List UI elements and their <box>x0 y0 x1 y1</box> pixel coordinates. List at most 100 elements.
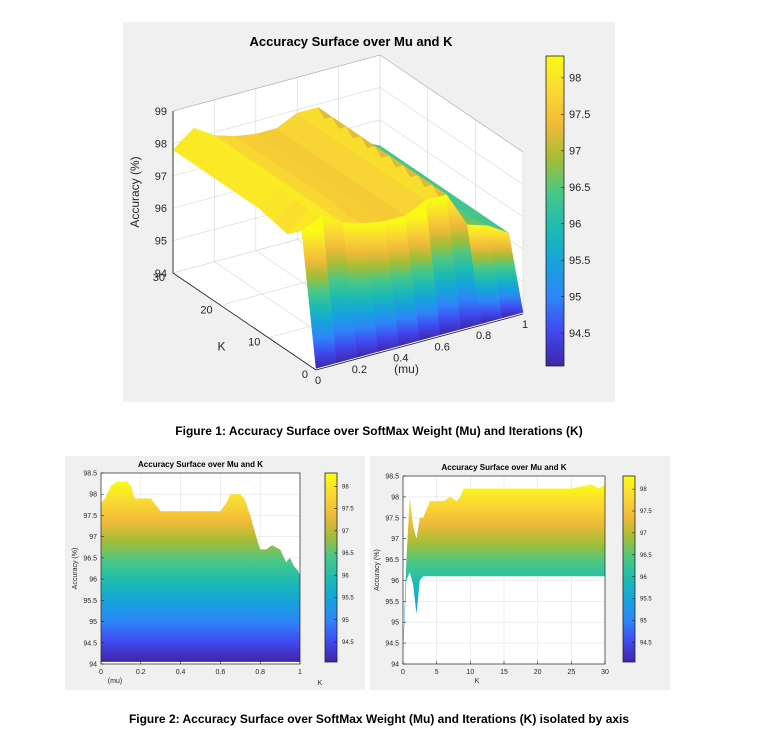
k-area <box>403 484 605 652</box>
k-x-tick-label: 15 <box>500 669 508 676</box>
k-chart-title: Accuracy Surface over Mu and K <box>442 463 567 472</box>
figure2-caption: Figure 2: Accuracy Surface over SoftMax … <box>128 712 630 726</box>
mu-area <box>101 481 300 662</box>
mu-y-tick-label: 98 <box>89 492 97 499</box>
mu-x-tick-label: 0 <box>99 669 103 676</box>
k-y-tick-label: 98.5 <box>385 474 399 481</box>
mu-chart-title: Accuracy Surface over Mu and K <box>138 460 263 469</box>
k-colorbar-label: 97.5 <box>640 509 652 515</box>
k-colorbar-label: 97 <box>640 531 647 537</box>
k-colorbar-label: 96.5 <box>640 553 652 559</box>
mu-y-axis-label: Accuracy (%) <box>72 548 79 590</box>
k-colorbar-label: 94.5 <box>640 640 652 646</box>
mu-y-tick-label: 95 <box>89 619 97 626</box>
x-axis-line <box>315 313 524 371</box>
mu-colorbar-label: 95.5 <box>342 596 354 602</box>
z-tick-label: 95 <box>155 236 167 248</box>
figure2-left-panel: 94 94.5 95 95.5 96 96.5 97 97.5 98 98.5 0 0.2 0.4 0.6… <box>65 456 365 690</box>
y-axis-label: K <box>217 340 225 354</box>
mu-colorbar-label: 96 <box>342 573 349 579</box>
mu-y-tick-label: 98.5 <box>83 471 97 478</box>
k-y-tick-label: 94 <box>391 662 399 669</box>
y-tick-label: 20 <box>200 304 212 316</box>
k-y-tick-label: 94.5 <box>385 641 399 648</box>
mu-colorbar-label: 98 <box>342 484 349 490</box>
z-tick-label: 94 <box>155 268 167 280</box>
figure1-caption: Figure 1: Accuracy Surface over SoftMax … <box>175 424 583 438</box>
k-x-tick-label: 10 <box>466 669 474 676</box>
k-colorbar-label: 96 <box>640 575 647 581</box>
y-tick-label: 10 <box>248 337 260 349</box>
mu-colorbar-label: 97.5 <box>342 507 354 513</box>
mu-x-tick-label: 0.4 <box>176 669 186 676</box>
mu-y-tick-label: 95.5 <box>83 598 97 605</box>
mu-x-tick-label: 0.8 <box>255 669 265 676</box>
k-x-tick-label: 0 <box>401 669 405 676</box>
box-edge <box>172 54 524 153</box>
k-y-tick-label: 96 <box>391 578 399 585</box>
mu-colorbar-label: 97 <box>342 529 349 535</box>
k-x-tick-label: 25 <box>567 669 575 676</box>
mu-y-tick-label: 96.5 <box>83 555 97 562</box>
k-view-chart: 94 94.5 95 95.5 96 96.5 97 97.5 98 98.5 0 5 10 15 20 25… <box>374 463 652 685</box>
mu-x-tick-label: 0.6 <box>216 669 226 676</box>
k-y-tick-label: 97 <box>391 536 399 543</box>
mu-colorbar-label: 95 <box>342 618 349 624</box>
fig1-colorbar-label: 97.5 <box>569 109 590 121</box>
y-tick-label: 30 <box>153 272 165 284</box>
x-axis-label: (mu) <box>394 362 419 376</box>
x-tick-label: 0.2 <box>352 364 367 376</box>
x-tick-label: 1 <box>522 319 528 331</box>
k-y-axis-label: Accuracy (%) <box>374 549 381 591</box>
y-axis-line <box>172 272 317 371</box>
fig1-colorbar-label: 98 <box>569 73 581 85</box>
k-x-axis-label: K <box>475 678 480 685</box>
fig1-colorbar-label: 96 <box>569 219 581 231</box>
z-tick-label: 97 <box>155 171 167 183</box>
figure1-panel: 0 0.2 0.4 0.6 0.8 1 0 10 20 30 94 95 96 97 98 99 (mu) K Ac… <box>123 22 615 402</box>
x-tick-label: 0.6 <box>435 341 450 353</box>
fig1-colorbar-label: 95.5 <box>569 255 590 267</box>
mu-colorbar <box>324 472 338 663</box>
mu-y-tick-label: 94 <box>89 662 97 669</box>
figure2-right-panel: 94 94.5 95 95.5 96 96.5 97 97.5 98 98.5 0 5 10 15 20 25… <box>370 456 670 690</box>
fig1-colorbar-label: 94.5 <box>569 328 590 340</box>
mu-x-tick-label: 0.2 <box>136 669 146 676</box>
fig1-colorbar <box>545 55 565 367</box>
mu-colorbar-label: 94.5 <box>342 640 354 646</box>
k-x-tick-label: 5 <box>435 669 439 676</box>
z-tick-label: 96 <box>155 203 167 215</box>
z-tick-label: 98 <box>155 138 167 150</box>
k-x-tick-label: 20 <box>534 669 542 676</box>
surface-chart: 00.20.40.60.810102030949596979899(mu)KAc… <box>128 34 590 387</box>
mu-colorbar-label: 96.5 <box>342 551 354 557</box>
mu-view-chart: 94 94.5 95 95.5 96 96.5 97 97.5 98 98.5 0 0.2 0.4 0.6… <box>72 460 354 687</box>
surface-patch <box>487 225 524 319</box>
mu-y-tick-label: 94.5 <box>83 640 97 647</box>
k-colorbar-label: 95.5 <box>640 597 652 603</box>
k-colorbar-label: 98 <box>640 487 647 493</box>
k-x-tick-label: 30 <box>601 669 609 676</box>
k-y-tick-label: 95.5 <box>385 599 399 606</box>
k-y-tick-label: 98 <box>391 494 399 501</box>
x-tick-label: 0.8 <box>476 330 491 342</box>
mu-y-tick-label: 97 <box>89 534 97 541</box>
fig1-colorbar-label: 97 <box>569 146 581 158</box>
k-y-tick-label: 95 <box>391 620 399 627</box>
fig1-colorbar-label: 96.5 <box>569 182 590 194</box>
y-tick-label: 0 <box>302 369 308 381</box>
mu-k-axis-label: K <box>318 680 323 687</box>
x-tick-label: 0 <box>315 375 321 387</box>
k-colorbar <box>622 475 636 663</box>
fig1-colorbar-label: 95 <box>569 292 581 304</box>
z-axis-label: Accuracy (%) <box>128 156 142 227</box>
mu-y-tick-label: 97.5 <box>83 513 97 520</box>
z-tick-label: 99 <box>155 106 167 118</box>
mu-axes-box <box>100 472 301 665</box>
mu-y-tick-label: 96 <box>89 577 97 584</box>
mu-x-axis-label: (mu) <box>108 678 122 685</box>
k-y-tick-label: 97.5 <box>385 515 399 522</box>
mu-x-tick-label: 1 <box>298 669 302 676</box>
x-tick-label: 0.4 <box>393 353 408 365</box>
chart-title: Accuracy Surface over Mu and K <box>249 34 453 49</box>
